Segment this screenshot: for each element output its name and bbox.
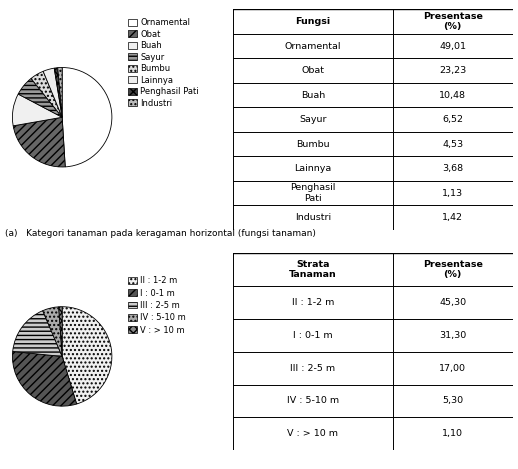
Text: II : 1-2 m: II : 1-2 m xyxy=(292,298,334,307)
Wedge shape xyxy=(12,94,62,126)
Text: Strata
Tanaman: Strata Tanaman xyxy=(289,260,337,280)
Text: 1,10: 1,10 xyxy=(442,429,463,439)
Text: 1,13: 1,13 xyxy=(442,189,463,197)
Wedge shape xyxy=(42,307,62,356)
Wedge shape xyxy=(18,78,62,117)
Legend: Ornamental, Obat, Buah, Sayur, Bumbu, Lainnya, Penghasil Pati, Industri: Ornamental, Obat, Buah, Sayur, Bumbu, La… xyxy=(128,18,199,108)
Text: 4,53: 4,53 xyxy=(442,140,463,149)
Text: Obat: Obat xyxy=(301,66,324,75)
Text: Presentase
(%): Presentase (%) xyxy=(423,260,483,280)
Text: 49,01: 49,01 xyxy=(439,42,466,51)
Text: 5,30: 5,30 xyxy=(442,396,463,406)
Wedge shape xyxy=(43,68,62,117)
Wedge shape xyxy=(31,71,62,117)
Text: Industri: Industri xyxy=(295,213,331,222)
Text: IV : 5-10 m: IV : 5-10 m xyxy=(287,396,339,406)
Wedge shape xyxy=(62,68,112,167)
Text: 45,30: 45,30 xyxy=(439,298,466,307)
Wedge shape xyxy=(57,68,62,117)
Text: 6,52: 6,52 xyxy=(442,115,463,124)
Text: III : 2-5 m: III : 2-5 m xyxy=(290,363,335,373)
Text: Penghasil
Pati: Penghasil Pati xyxy=(290,183,336,203)
Wedge shape xyxy=(62,307,112,404)
Text: Bumbu: Bumbu xyxy=(296,140,329,149)
Text: Presentase
(%): Presentase (%) xyxy=(423,12,483,31)
Text: V : > 10 m: V : > 10 m xyxy=(287,429,338,439)
Text: 31,30: 31,30 xyxy=(439,331,466,340)
Text: 23,23: 23,23 xyxy=(439,66,466,75)
Wedge shape xyxy=(54,68,62,117)
Text: I : 0-1 m: I : 0-1 m xyxy=(293,331,333,340)
Text: Fungsi: Fungsi xyxy=(295,17,330,26)
Text: 3,68: 3,68 xyxy=(442,164,463,173)
Text: 10,48: 10,48 xyxy=(439,91,466,99)
Text: Ornamental: Ornamental xyxy=(284,42,341,51)
Legend: II : 1-2 m, I : 0-1 m, III : 2-5 m, IV : 5-10 m, V : > 10 m: II : 1-2 m, I : 0-1 m, III : 2-5 m, IV :… xyxy=(128,276,186,334)
Text: 17,00: 17,00 xyxy=(439,363,466,373)
Wedge shape xyxy=(12,310,62,356)
Text: Buah: Buah xyxy=(300,91,325,99)
Wedge shape xyxy=(13,117,65,167)
Wedge shape xyxy=(59,307,62,356)
Text: (a)   Kategori tanaman pada keragaman horizontal (fungsi tanaman): (a) Kategori tanaman pada keragaman hori… xyxy=(5,229,316,238)
Wedge shape xyxy=(12,351,77,406)
Text: 1,42: 1,42 xyxy=(442,213,463,222)
Text: Lainnya: Lainnya xyxy=(294,164,332,173)
Text: Sayur: Sayur xyxy=(299,115,326,124)
